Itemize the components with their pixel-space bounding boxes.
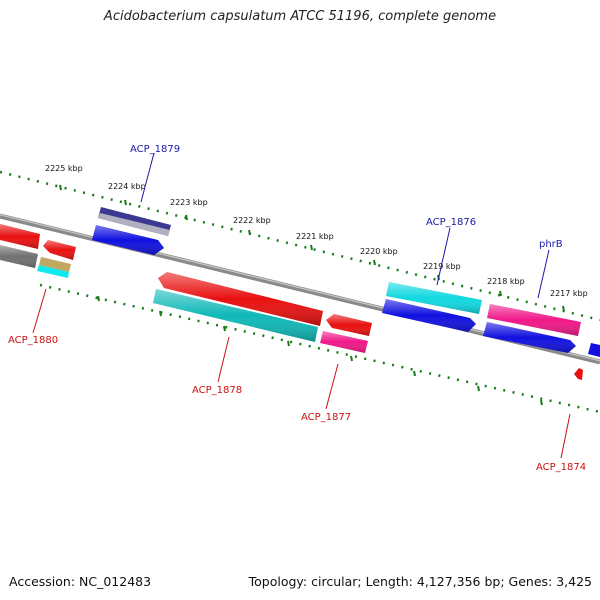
tick-2217	[562, 305, 565, 312]
tick-2218	[499, 290, 502, 297]
tick-2220	[373, 259, 376, 266]
tick-2225	[59, 184, 62, 191]
label-acp-1877[interactable]: ACP_1877	[301, 412, 351, 423]
label-acp-1880[interactable]: ACP_1880	[8, 335, 58, 346]
scale-label: 2219 kbp	[423, 262, 461, 271]
scale-label: 2221 kbp	[296, 232, 334, 241]
forward-genes	[0, 207, 600, 357]
label-acp-1874[interactable]: ACP_1874	[536, 462, 586, 473]
label-phrb[interactable]: phrB	[539, 239, 563, 250]
tick-2224	[124, 199, 127, 206]
tick-2222	[248, 229, 251, 236]
scale-track-inner	[39, 283, 600, 414]
reverse-genes	[0, 245, 583, 380]
scale-label: 2224 kbp	[108, 182, 146, 191]
accession-text: Accession: NC_012483	[9, 574, 152, 589]
tick-2221	[310, 244, 313, 251]
genome-title: Acidobacterium capsulatum ATCC 51196, co…	[103, 9, 497, 24]
gene-cyan-small[interactable]	[37, 265, 69, 278]
topology-text: Topology: circular; Length: 4,127,356 bp…	[248, 574, 592, 589]
scale-label: 2225 kbp	[45, 164, 83, 173]
gene-acp-1874[interactable]	[574, 368, 583, 380]
scale-label: 2223 kbp	[170, 198, 208, 207]
scale-label: 2222 kbp	[233, 216, 271, 225]
label-acp-1879[interactable]: ACP_1879	[130, 144, 180, 155]
label-acp-1876[interactable]: ACP_1876	[426, 217, 476, 228]
label-acp-1878[interactable]: ACP_1878	[192, 385, 242, 396]
scale-label: 2217 kbp	[550, 289, 588, 298]
scale-label: 2220 kbp	[360, 247, 398, 256]
scale-track-outer	[0, 170, 600, 322]
tick-2223	[185, 214, 188, 221]
gene-tan[interactable]	[39, 257, 71, 272]
scale-label: 2218 kbp	[487, 277, 525, 286]
gene-blue-4[interactable]	[588, 343, 600, 357]
